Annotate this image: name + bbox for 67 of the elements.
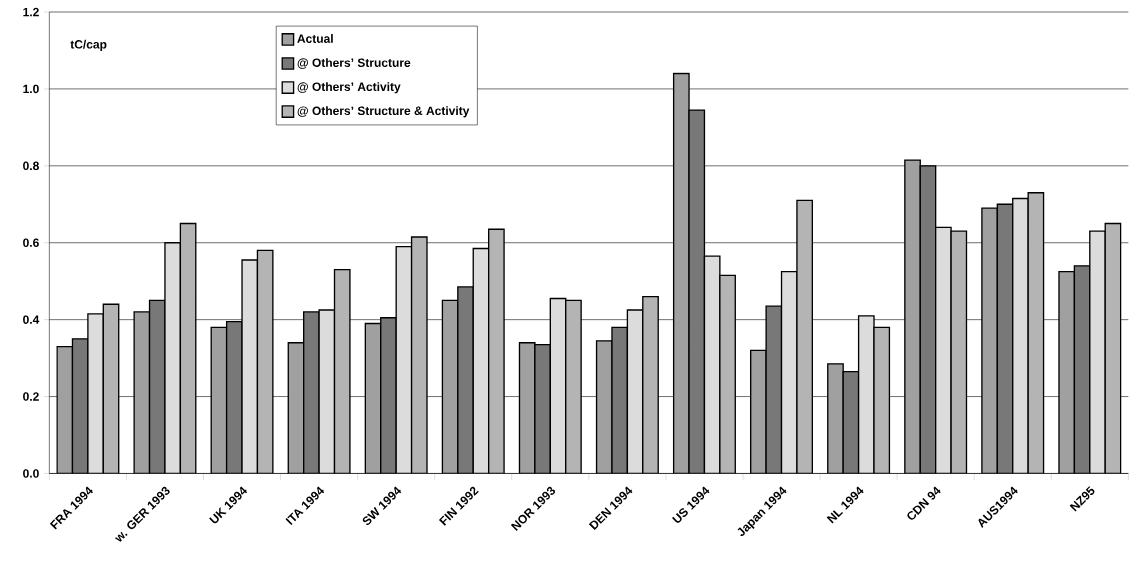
y-axis-title: tC/cap	[70, 40, 107, 52]
bar	[842, 371, 860, 474]
bar	[56, 346, 74, 474]
y-tick-label: 0.2	[23, 392, 39, 402]
bar	[827, 363, 844, 474]
bar	[148, 300, 166, 474]
bar	[857, 315, 875, 474]
legend-label: @ Others’ Structure & Activity	[297, 106, 470, 118]
bar	[179, 223, 197, 474]
bar	[133, 311, 151, 474]
bar	[256, 250, 274, 474]
legend-label: @ Others’ Activity	[297, 82, 401, 94]
bar	[950, 230, 968, 474]
bar	[611, 326, 629, 474]
bar	[765, 305, 783, 474]
legend-label: Actual	[297, 34, 333, 44]
bar	[672, 73, 690, 474]
bar	[750, 349, 767, 474]
bar	[981, 207, 998, 474]
y-tick-label: 0.4	[23, 315, 40, 325]
bar	[333, 269, 351, 474]
y-tick-label: 0.0	[23, 469, 39, 478]
bar	[688, 109, 706, 474]
legend-label: @ Others’ Structure	[297, 58, 411, 69]
bar	[518, 342, 536, 474]
bar	[626, 309, 644, 474]
bar	[904, 159, 921, 474]
bar	[87, 313, 104, 474]
bar	[287, 342, 305, 474]
bar	[935, 226, 952, 474]
bar	[719, 275, 736, 474]
bar	[565, 300, 582, 474]
bar	[441, 300, 459, 474]
bar	[595, 340, 613, 474]
bar	[457, 286, 474, 474]
y-tick-label: 0.8	[23, 161, 39, 171]
bar	[380, 317, 397, 474]
bar	[303, 311, 320, 474]
y-tick-label: 1.2	[23, 8, 39, 17]
bar	[780, 271, 798, 474]
bar	[642, 296, 659, 474]
bar	[1058, 271, 1076, 474]
y-tick-label: 1.0	[23, 84, 39, 94]
y-tick-label: 0.6	[23, 238, 39, 248]
bar	[1012, 198, 1029, 474]
bar	[472, 248, 490, 474]
bar	[1089, 230, 1106, 474]
bar	[796, 200, 814, 474]
bar	[1104, 223, 1122, 474]
bar	[873, 326, 891, 474]
bar	[996, 203, 1014, 474]
bar	[549, 298, 567, 474]
bar	[364, 323, 382, 474]
bar	[703, 255, 721, 474]
bar	[164, 242, 182, 474]
bar	[225, 321, 243, 474]
bar	[102, 303, 120, 474]
bar	[487, 228, 505, 474]
bar	[395, 246, 413, 474]
bar	[318, 309, 336, 474]
bar	[919, 165, 937, 474]
bar	[1073, 265, 1091, 474]
bar	[71, 338, 89, 474]
bar	[241, 259, 259, 474]
bar	[410, 236, 428, 474]
bar	[1027, 192, 1045, 474]
bar	[210, 326, 228, 474]
